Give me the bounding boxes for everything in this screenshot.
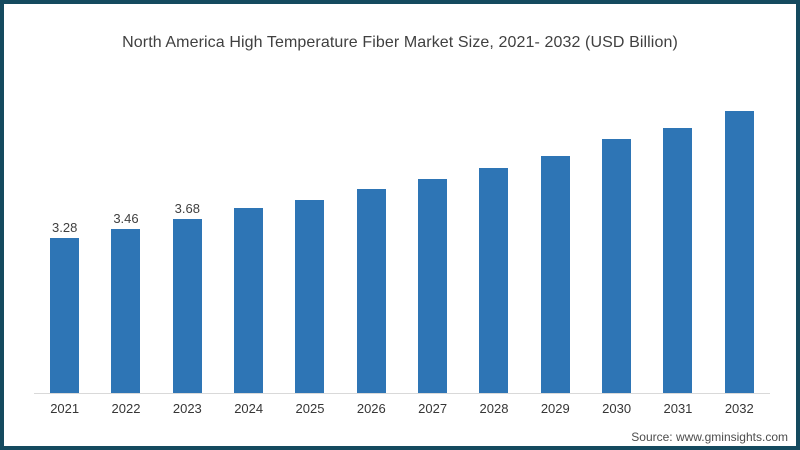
bar-2030	[602, 139, 632, 393]
bar-2022	[111, 229, 141, 393]
x-axis-label-2022: 2022	[111, 401, 141, 416]
x-axis-label-2024: 2024	[234, 401, 264, 416]
x-axis-label-2028: 2028	[479, 401, 509, 416]
bar-2032	[724, 111, 754, 393]
x-axis-label-2025: 2025	[295, 401, 325, 416]
bar-2026	[356, 189, 386, 393]
bar-2031	[663, 128, 693, 393]
bar-2023	[172, 219, 202, 393]
chart-title: North America High Temperature Fiber Mar…	[122, 34, 678, 51]
bar-column-2024	[218, 208, 279, 393]
x-axis-label-2032: 2032	[724, 401, 754, 416]
x-axis-labels: 2021 2022 2023 2024 2025 2026 2027 2028 2029 2030…	[34, 401, 770, 416]
x-axis-label-2029: 2029	[540, 401, 570, 416]
x-axis-label-2023: 2023	[172, 401, 202, 416]
bar-column-2031	[647, 128, 708, 393]
bar-2029	[540, 156, 570, 393]
bar-column-2028	[463, 168, 524, 393]
source-text: Source: www.gminsights.com	[631, 430, 788, 444]
bar-2027	[418, 179, 448, 393]
bar-column-2026	[341, 189, 402, 393]
bar-2021	[50, 238, 80, 393]
bar-value-label-2022: 3.46	[113, 211, 139, 226]
bar-column-2025	[279, 200, 340, 393]
bar-value-label-2023: 3.68	[174, 201, 200, 216]
bar-column-2023: 3.68	[157, 201, 218, 393]
bar-2028	[479, 168, 509, 393]
bar-column-2021: 3.28	[34, 220, 95, 393]
x-axis-label-2031: 2031	[663, 401, 693, 416]
bars-row: 3.28 3.46 3.68	[34, 4, 770, 394]
bar-column-2027	[402, 179, 463, 393]
x-axis-label-2021: 2021	[50, 401, 80, 416]
bar-column-2022: 3.46	[95, 211, 156, 393]
bar-value-label-2021: 3.28	[52, 220, 78, 235]
bar-column-2029	[525, 156, 586, 393]
bar-column-2032	[709, 111, 770, 393]
x-axis-label-2027: 2027	[418, 401, 448, 416]
x-axis-label-2030: 2030	[602, 401, 632, 416]
bar-2025	[295, 200, 325, 393]
x-axis-label-2026: 2026	[356, 401, 386, 416]
bar-column-2030	[586, 139, 647, 393]
bar-2024	[234, 208, 264, 393]
plot-area: 3.28 3.46 3.68 2021 2022 2023 2024 2025 2026 202…	[34, 4, 770, 416]
